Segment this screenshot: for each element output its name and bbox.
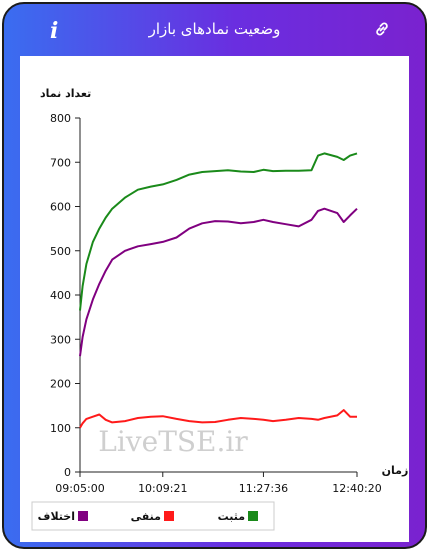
- y-tick-label: 700: [50, 156, 71, 169]
- series-lines: [79, 152, 358, 429]
- legend-label[interactable]: اختلاف: [38, 510, 75, 523]
- watermark: LiveTSE.ir: [98, 425, 248, 458]
- info-icon[interactable]: i: [50, 18, 59, 44]
- app-frame: i وضعیت نمادهای بازار LiveTSE.ir تعداد ن…: [2, 2, 427, 549]
- series-line-2: [79, 409, 357, 429]
- y-tick-label: 0: [64, 466, 71, 479]
- series-line-1: [79, 152, 358, 311]
- chart-panel: LiveTSE.ir تعداد نماد زمان 0 100 200 300 400…: [20, 56, 409, 542]
- y-tick-label: 500: [50, 245, 71, 258]
- legend-label[interactable]: منفی: [131, 510, 161, 523]
- legend-box: [31, 501, 275, 531]
- legend-swatch[interactable]: [248, 511, 258, 521]
- link-icon[interactable]: [373, 20, 391, 38]
- x-tick-label: 11:27:36: [239, 482, 288, 495]
- legend-swatch[interactable]: [78, 511, 88, 521]
- header: i وضعیت نمادهای بازار: [4, 4, 425, 56]
- legend: مثبت منفی اختلاف: [31, 501, 275, 531]
- y-axis-label: تعداد نماد: [40, 87, 91, 100]
- x-tick-label: 09:05:00: [55, 482, 104, 495]
- axes: 0 100 200 300 400 500 600 700 800 09:05:00 10:09:2…: [50, 112, 382, 495]
- x-axis-label: زمان: [382, 464, 409, 477]
- market-status-chart: LiveTSE.ir تعداد نماد زمان 0 100 200 300 400…: [31, 87, 409, 531]
- legend-label[interactable]: مثبت: [218, 510, 245, 523]
- y-tick-label: 300: [50, 333, 71, 346]
- legend-swatch[interactable]: [164, 511, 174, 521]
- y-tick-label: 100: [50, 422, 71, 435]
- series-line-3: [79, 207, 358, 357]
- x-tick-label: 10:09:21: [138, 482, 187, 495]
- y-tick-label: 800: [50, 112, 71, 125]
- y-tick-label: 400: [50, 289, 71, 302]
- x-tick-label: 12:40:20: [332, 482, 381, 495]
- y-tick-label: 600: [50, 201, 71, 214]
- y-tick-label: 200: [50, 378, 71, 391]
- page-title: وضعیت نمادهای بازار: [148, 20, 281, 38]
